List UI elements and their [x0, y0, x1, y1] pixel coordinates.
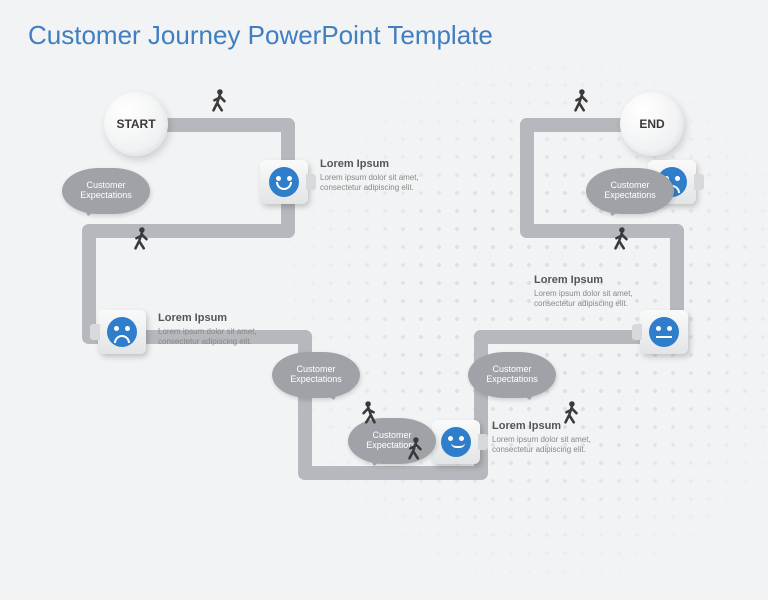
slide-title: Customer Journey PowerPoint Template [28, 20, 493, 51]
walker-icon [570, 88, 592, 118]
flat-face-icon [649, 317, 679, 347]
text-block-4: Lorem Ipsum Lorem ipsum dolor sit amet, … [534, 274, 664, 309]
walker-icon [610, 226, 632, 256]
smirk-face-icon [441, 427, 471, 457]
walker-icon [404, 436, 426, 466]
tb-title: Lorem Ipsum [492, 420, 622, 432]
text-block-1: Lorem Ipsum Lorem ipsum dolor sit amet, … [320, 158, 450, 193]
walker-icon [130, 226, 152, 256]
bubble-5: Customer Expectations [586, 168, 674, 214]
walker-icon [358, 400, 380, 430]
tb-title: Lorem Ipsum [158, 312, 288, 324]
path-seg [520, 118, 534, 238]
face-tab-2 [98, 310, 146, 354]
bubble-1: Customer Expectations [62, 168, 150, 214]
bubble-2: Customer Expectations [272, 352, 360, 398]
face-tab-4 [640, 310, 688, 354]
text-block-3: Lorem Ipsum Lorem ipsum dolor sit amet, … [492, 420, 622, 455]
face-tab-3 [432, 420, 480, 464]
tb-body: Lorem ipsum dolor sit amet, consectetur … [534, 289, 664, 309]
start-cap: START [104, 92, 168, 156]
dot-pattern-bg [268, 40, 768, 600]
tb-title: Lorem Ipsum [534, 274, 664, 286]
path-seg [520, 224, 684, 238]
walker-icon [560, 400, 582, 430]
tb-body: Lorem ipsum dolor sit amet, consectetur … [492, 435, 622, 455]
text-block-2: Lorem Ipsum Lorem ipsum dolor sit amet, … [158, 312, 288, 347]
face-tab-1 [260, 160, 308, 204]
path-seg [82, 224, 295, 238]
end-cap: END [620, 92, 684, 156]
sad-face-icon [107, 317, 137, 347]
walker-icon [208, 88, 230, 118]
bubble-4: Customer Expectations [468, 352, 556, 398]
path-seg [298, 466, 488, 480]
happy-face-icon [269, 167, 299, 197]
tb-body: Lorem ipsum dolor sit amet, consectetur … [320, 173, 450, 193]
tb-title: Lorem Ipsum [320, 158, 450, 170]
tb-body: Lorem ipsum dolor sit amet, consectetur … [158, 327, 288, 347]
